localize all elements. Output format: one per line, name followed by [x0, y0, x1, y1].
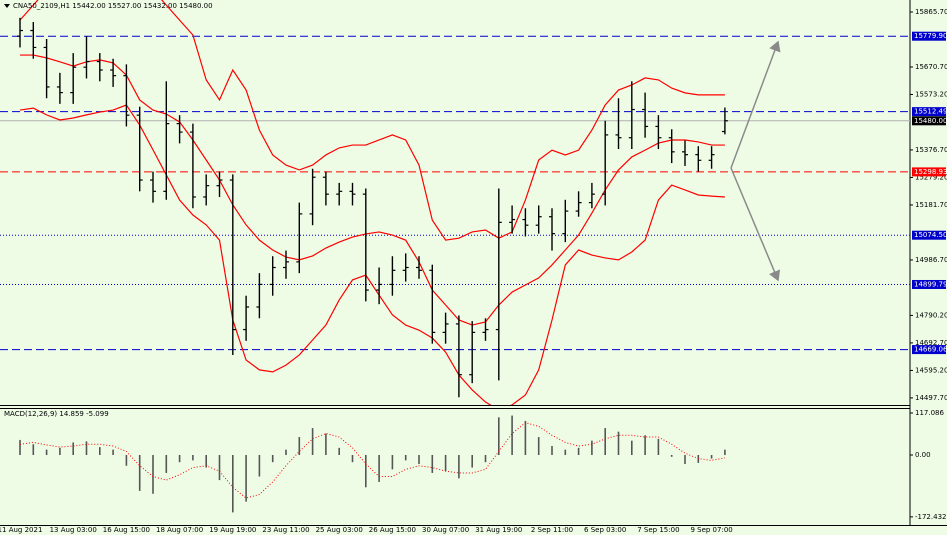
band-line [19, 104, 725, 405]
y-tick-label: 117.086 [915, 409, 944, 417]
band-line [20, 54, 725, 326]
collapse-icon [4, 4, 10, 8]
y-tick-label: 15279.20 [915, 173, 947, 181]
level-label-box [912, 107, 946, 117]
x-tick-label: 26 Aug 15:00 [369, 526, 416, 534]
level-label-box [912, 345, 946, 355]
x-tick-label: 11 Aug 2021 [0, 526, 42, 534]
band-line [19, 0, 725, 241]
x-tick-label: 25 Aug 03:00 [316, 526, 363, 534]
x-tick-label: 23 Aug 11:00 [262, 526, 309, 534]
x-tick-label: 18 Aug 07:00 [156, 526, 203, 534]
level-label-box [912, 116, 946, 126]
x-tick-label: 2 Sep 11:00 [531, 526, 573, 534]
forecast-arrow [730, 40, 781, 169]
y-tick-label: -172.432 [915, 513, 946, 521]
x-tick-label: 16 Aug 15:00 [103, 526, 150, 534]
level-label-box [912, 279, 946, 289]
x-tick-label: 19 Aug 19:00 [209, 526, 256, 534]
y-tick-label: 14595.20 [915, 366, 947, 374]
price-panel [0, 0, 910, 405]
y-tick-label: 14497.70 [915, 394, 947, 402]
indicator-title: MACD(12,26,9) 14.859 -5.099 [4, 410, 109, 418]
x-tick-label: 30 Aug 07:00 [422, 526, 469, 534]
chart-title: CNA50_2109,H1 15442.00 15527.00 15432.00… [13, 2, 213, 10]
macd-panel [19, 415, 726, 513]
x-tick-label: 6 Sep 03:00 [584, 526, 626, 534]
y-tick-label: 14692.70 [915, 339, 947, 347]
level-label: 15074.50 [914, 231, 947, 239]
level-label-box [912, 167, 946, 177]
level-label: 14899.79 [914, 280, 947, 288]
x-tick-label: 31 Aug 19:00 [475, 526, 522, 534]
y-tick-label: 15865.70 [915, 8, 947, 16]
y-tick-label: 15573.20 [915, 91, 947, 99]
level-label: 15298.93 [914, 168, 947, 176]
y-tick-label: 14986.70 [915, 256, 947, 264]
x-tick-label: 7 Sep 15:00 [637, 526, 679, 534]
x-tick-label: 9 Sep 07:00 [690, 526, 732, 534]
level-label-box [912, 230, 946, 240]
x-tick-label: 13 Aug 03:00 [50, 526, 97, 534]
y-tick-label: 0.00 [915, 451, 931, 459]
level-label: 15512.49 [914, 108, 947, 116]
signal-line [19, 422, 725, 499]
y-tick-label: 15376.70 [915, 146, 947, 154]
forecast-arrow [730, 167, 781, 282]
y-tick-label: 15181.70 [915, 201, 947, 209]
axes: 11 Aug 2021 13 Aug 03:00 16 Aug 15:00 18 Au… [0, 8, 947, 534]
level-label-box [912, 31, 946, 41]
y-tick-label: 14790.20 [915, 311, 947, 319]
level-label: 14669.06 [914, 346, 947, 354]
y-tick-label: 15670.70 [915, 63, 947, 71]
level-label: 15779.90 [914, 32, 947, 40]
level-label: 15480.00 [914, 117, 947, 125]
